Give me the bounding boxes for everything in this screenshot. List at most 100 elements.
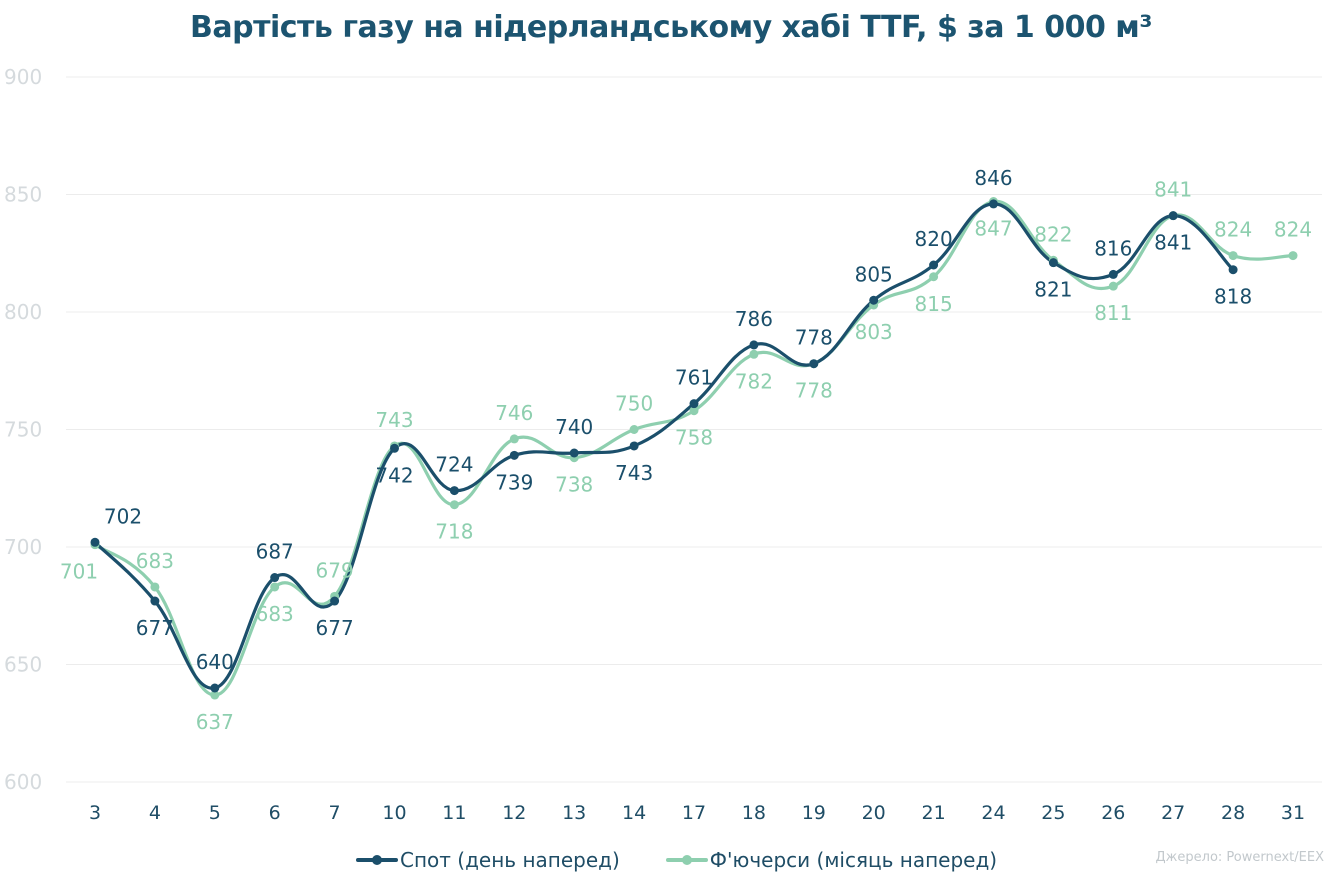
data-point xyxy=(270,573,280,583)
data-point xyxy=(869,295,879,305)
data-point xyxy=(509,450,519,460)
x-tick-label: 18 xyxy=(742,802,766,824)
data-point xyxy=(1108,269,1118,279)
x-tick-label: 14 xyxy=(622,802,646,824)
data-label: 758 xyxy=(675,426,713,450)
data-point xyxy=(449,500,459,510)
data-label: 821 xyxy=(1034,278,1072,302)
data-point xyxy=(569,448,579,458)
data-label: 811 xyxy=(1094,301,1132,325)
x-tick-label: 26 xyxy=(1101,802,1125,824)
data-label: 740 xyxy=(555,415,593,439)
x-tick-label: 31 xyxy=(1281,802,1305,824)
data-label: 818 xyxy=(1214,285,1252,309)
data-label: 782 xyxy=(735,369,773,393)
data-label: 778 xyxy=(795,379,833,403)
legend-swatch-spot xyxy=(356,855,398,865)
data-label: 701 xyxy=(60,560,98,584)
data-point xyxy=(270,582,280,592)
x-tick-label: 28 xyxy=(1221,802,1245,824)
data-point xyxy=(929,272,939,282)
gridlines xyxy=(66,76,1322,783)
data-label: 637 xyxy=(196,710,234,734)
data-label: 820 xyxy=(915,227,953,251)
data-point xyxy=(449,486,459,496)
data-label: 677 xyxy=(136,616,174,640)
legend: Спот (день наперед) Ф'ючерси (місяць нап… xyxy=(356,846,1043,874)
series-points xyxy=(90,197,1298,700)
data-label: 822 xyxy=(1034,222,1072,246)
x-tick-label: 5 xyxy=(209,802,221,824)
x-tick-label: 25 xyxy=(1041,802,1065,824)
source-note: Джерело: Powernext/EEX xyxy=(1155,850,1324,865)
x-tick-label: 4 xyxy=(149,802,161,824)
data-label: 816 xyxy=(1094,236,1132,260)
x-tick-label: 3 xyxy=(89,802,101,824)
data-label: 724 xyxy=(435,453,473,477)
y-tick-label: 650 xyxy=(4,653,42,677)
data-point xyxy=(749,349,759,359)
legend-item-futures: Ф'ючерси (місяць наперед) xyxy=(665,848,998,872)
data-label: 640 xyxy=(196,650,234,674)
x-tick-label: 17 xyxy=(682,802,706,824)
y-tick-label: 800 xyxy=(4,300,42,324)
data-label: 803 xyxy=(855,320,893,344)
data-label: 746 xyxy=(495,401,533,425)
data-point xyxy=(1168,211,1178,221)
x-axis: 3 4 5 6 7 10 11 12 13 14 17 18 19 20 21 24 25 26 27 28 31 xyxy=(89,802,1305,824)
data-label: 786 xyxy=(735,307,773,331)
data-label: 750 xyxy=(615,392,653,416)
data-label: 815 xyxy=(915,292,953,316)
y-axis: 600 650 700 750 800 850 900 xyxy=(4,65,42,794)
x-tick-label: 10 xyxy=(382,802,406,824)
y-tick-label: 600 xyxy=(4,770,42,794)
y-tick-label: 700 xyxy=(4,535,42,559)
x-tick-label: 13 xyxy=(562,802,586,824)
x-tick-label: 7 xyxy=(329,802,341,824)
data-label: 846 xyxy=(974,166,1012,190)
data-point xyxy=(150,582,160,592)
data-label: 738 xyxy=(555,473,593,497)
data-point xyxy=(689,406,699,416)
data-label: 739 xyxy=(495,470,533,494)
data-point xyxy=(330,596,340,606)
data-point xyxy=(1048,258,1058,268)
data-point xyxy=(90,537,100,547)
data-point xyxy=(1288,251,1298,261)
data-point xyxy=(210,690,220,700)
data-label: 742 xyxy=(375,463,413,487)
x-tick-label: 20 xyxy=(862,802,886,824)
data-label: 743 xyxy=(615,461,653,485)
chart-title: Вартість газу на нідерландському хабі TT… xyxy=(190,10,1152,45)
x-tick-label: 11 xyxy=(442,802,466,824)
data-point xyxy=(210,683,220,693)
data-point xyxy=(150,596,160,606)
legend-label-spot: Спот (день наперед) xyxy=(400,848,620,872)
y-tick-label: 900 xyxy=(4,65,42,89)
data-label: 743 xyxy=(375,408,413,432)
data-label: 805 xyxy=(855,262,893,286)
data-label: 841 xyxy=(1154,178,1192,202)
data-point xyxy=(1108,281,1118,291)
data-label: 679 xyxy=(316,558,354,582)
x-tick-label: 21 xyxy=(922,802,946,824)
legend-label-futures: Ф'ючерси (місяць наперед) xyxy=(709,848,998,872)
data-label: 778 xyxy=(795,326,833,350)
data-point xyxy=(689,399,699,409)
data-point xyxy=(390,443,399,453)
data-point xyxy=(629,425,639,434)
data-point xyxy=(989,199,998,209)
data-label: 683 xyxy=(256,602,294,626)
data-label: 718 xyxy=(435,520,473,544)
data-label: 847 xyxy=(974,217,1012,241)
data-label: 687 xyxy=(256,540,294,564)
y-tick-label: 750 xyxy=(4,418,42,442)
data-label: 677 xyxy=(316,616,354,640)
data-point xyxy=(629,441,639,451)
data-label: 761 xyxy=(675,366,713,390)
data-label: 683 xyxy=(136,549,174,573)
x-tick-label: 27 xyxy=(1161,802,1185,824)
data-point xyxy=(929,260,939,270)
y-tick-label: 850 xyxy=(4,183,42,207)
data-labels: 701 683 637 683 679 743 718 746 738 750 758 782 778 8… xyxy=(60,166,1312,734)
